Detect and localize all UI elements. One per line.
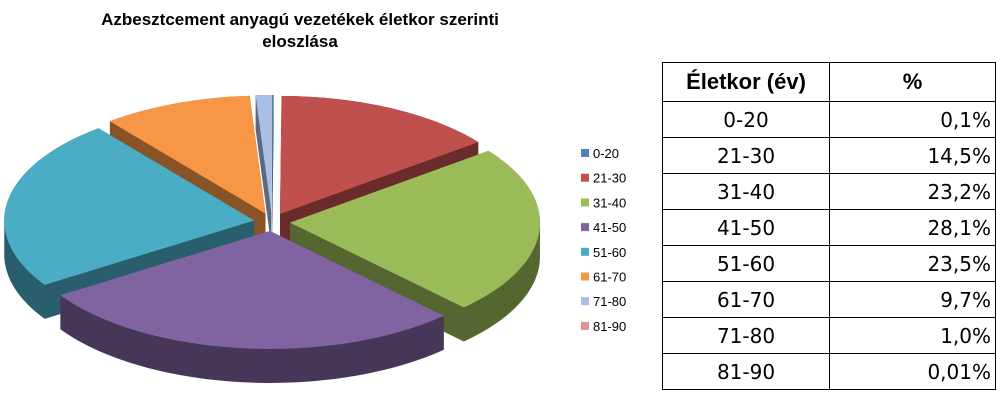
- slice-top: [60, 230, 444, 349]
- legend-label: 81-90: [593, 319, 626, 334]
- table-row: 41-50 28,1%: [662, 209, 996, 246]
- table-cell: 23,2%: [829, 173, 996, 210]
- legend-label: 31-40: [593, 195, 626, 210]
- table-cell: 31-40: [662, 173, 830, 210]
- table-cell: 1,0%: [829, 317, 996, 354]
- legend-swatch: [581, 247, 589, 256]
- legend-swatch: [581, 223, 589, 232]
- legend-label: 41-50: [593, 220, 626, 235]
- slice-top: [255, 95, 272, 214]
- legend-label: 61-70: [593, 270, 626, 285]
- table-row: 61-70 9,7%: [662, 281, 996, 318]
- table-row: 31-40 23,2%: [662, 173, 996, 210]
- table-cell: 81-90: [662, 353, 830, 390]
- table-cell: 0-20: [662, 101, 830, 138]
- table-row: 71-80 1,0%: [662, 317, 996, 354]
- legend-swatch: [581, 272, 589, 281]
- pie-slice: [255, 95, 272, 248]
- slice-top: [289, 150, 540, 308]
- table-cell: 21-30: [662, 137, 830, 174]
- legend-swatch: [581, 173, 589, 182]
- legend-label: 51-60: [593, 245, 626, 260]
- legend-label: 0-20: [593, 146, 619, 161]
- table-cell: 14,5%: [829, 137, 996, 174]
- table-cell: 51-60: [662, 245, 830, 282]
- legend-swatch: [581, 321, 589, 330]
- table-body: 0-20 0,1% 21-30 14,5% 31-40 23,2% 41-50 28,1% 51…: [662, 101, 996, 390]
- chart-title: Azbesztcement anyagú vezetékek életkor s…: [101, 10, 499, 51]
- legend-swatch: [581, 198, 589, 207]
- table-cell: 28,1%: [829, 209, 996, 246]
- chart: Azbesztcement anyagú vezetékek életkor s…: [4, 10, 626, 383]
- table-row: 21-30 14,5%: [662, 137, 996, 174]
- pie-slice: [60, 230, 444, 383]
- table-cell: 23,5%: [829, 245, 996, 282]
- table-row: 81-90 0,01%: [662, 353, 996, 390]
- table-cell: 0,01%: [829, 353, 996, 390]
- slice-top: [272, 95, 274, 214]
- column-header: %: [829, 62, 996, 102]
- table-cell: 9,7%: [829, 281, 996, 318]
- pie-slice: [272, 95, 274, 248]
- pie-slice: [289, 150, 540, 342]
- slice-top: [109, 95, 266, 214]
- table-header: Életkor (év) %: [662, 62, 996, 102]
- data-table: Életkor (év) % 0-20 0,1% 21-30 14,5% 31-40 23…: [662, 62, 996, 390]
- table-cell: 61-70: [662, 281, 830, 318]
- table-row: 0-20 0,1%: [662, 101, 996, 138]
- table-cell: 0,1%: [829, 101, 996, 138]
- slice-top: [4, 128, 255, 285]
- column-header: Életkor (év): [662, 62, 830, 102]
- legend-swatch: [581, 149, 589, 157]
- legend-label: 71-80: [593, 294, 626, 309]
- slice-top: [280, 95, 479, 214]
- table-cell: 71-80: [662, 317, 830, 354]
- legend-label: 21-30: [593, 171, 626, 186]
- table-row: 51-60 23,5%: [662, 245, 996, 282]
- legend-swatch: [581, 297, 589, 306]
- table-cell: 41-50: [662, 209, 830, 246]
